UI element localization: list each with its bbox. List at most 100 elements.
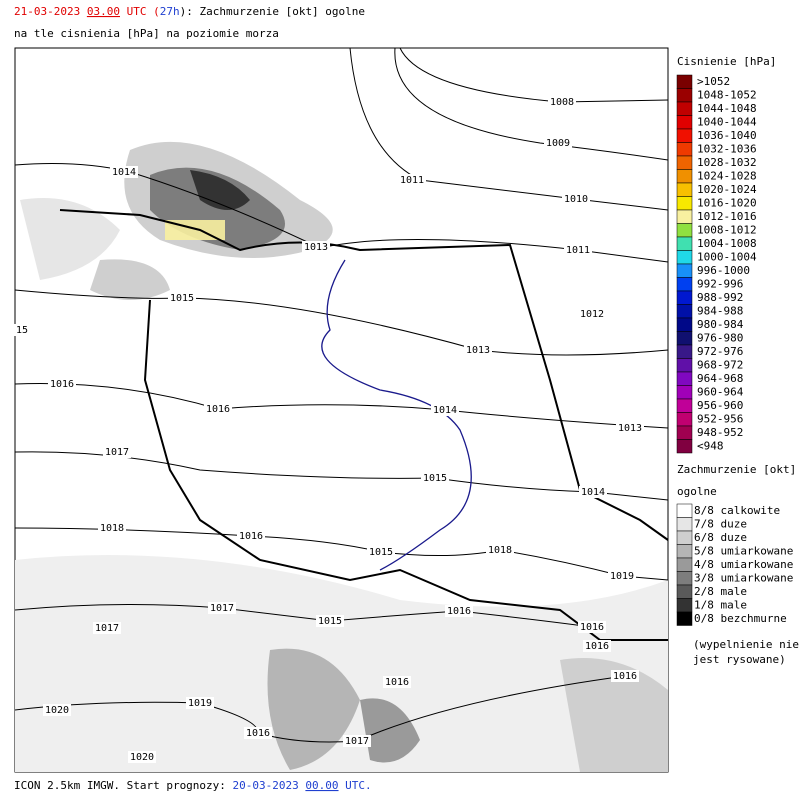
pressure-swatch: [676, 88, 693, 103]
isobar-label: 1017: [210, 603, 234, 614]
pressure-swatch: [676, 223, 693, 238]
pressure-swatch: [676, 412, 693, 427]
cloud-legend-label: 6/8 duze: [694, 531, 747, 544]
pressure-swatch: [676, 128, 693, 143]
pressure-swatch: [676, 317, 693, 332]
pressure-legend-label: >1052: [697, 75, 730, 88]
isobar-label-bg: [110, 166, 138, 178]
isobar-label-bg: [128, 751, 156, 763]
cloud-swatch: [676, 557, 693, 572]
isobar-label-bg: [98, 522, 126, 534]
isobar-label-bg: [464, 344, 492, 356]
pressure-swatch: [676, 236, 693, 251]
pressure-legend-label: 948-952: [697, 426, 743, 439]
pressure-legend-label: 988-992: [697, 291, 743, 304]
pressure-legend-label: 1044-1048: [697, 102, 757, 115]
pressure-legend-label: 1020-1024: [697, 183, 757, 196]
isobar-label: 1020: [45, 705, 69, 716]
isobar-label: 1013: [304, 242, 328, 253]
pressure-swatch: [676, 358, 693, 373]
isobar-label-bg: [383, 676, 411, 688]
isobar-label: 1017: [105, 447, 129, 458]
isobar-label-bg: [544, 137, 572, 149]
pressure-legend-label: 980-984: [697, 318, 744, 331]
cloud-swatch: [676, 544, 693, 559]
pressure-legend-label: 1016-1020: [697, 197, 757, 210]
isobar-label: 1008: [550, 97, 574, 108]
cloud-legend-label: 3/8 umiarkowane: [694, 572, 793, 585]
isobar-label-bg: [343, 735, 371, 747]
pressure-swatch: [676, 398, 693, 413]
isobar-label-bg: [564, 244, 592, 256]
cloud-swatch: [676, 584, 693, 599]
isobar-label: 1009: [546, 138, 570, 149]
isobar-label-bg: [548, 96, 576, 108]
isobar-label: 1013: [466, 345, 490, 356]
isobar-label: 1016: [585, 641, 609, 652]
pressure-legend-label: 1036-1040: [697, 129, 757, 142]
isobar-label: 1018: [100, 523, 124, 534]
isobar-label: 1014: [112, 167, 136, 178]
pressure-swatch: [676, 209, 693, 224]
isobar-label: 1016: [246, 728, 270, 739]
isobar-label-bg: [43, 704, 71, 716]
cloud-swatch: [676, 571, 693, 586]
isobar-label: 1019: [188, 698, 212, 709]
pressure-swatch: [676, 101, 693, 116]
cloud-legend-label: 1/8 male: [694, 599, 747, 612]
pressure-swatch: [676, 385, 693, 400]
isobar-label-bg: [367, 546, 395, 558]
cloud-swatch: [676, 598, 693, 613]
isobar-label: 1014: [433, 405, 457, 416]
isobar-label: 1015: [423, 473, 447, 484]
isobar-label: 1017: [95, 623, 119, 634]
isobar-label-bg: [93, 622, 121, 634]
cloud-legend-title: Zachmurzenie [okt]: [677, 463, 796, 476]
cloud-legend-title: ogolne: [677, 485, 717, 498]
isobar-label-bg: [208, 602, 236, 614]
cloud-swatch: [676, 530, 693, 545]
header: 21-03-2023 03.00 UTC (27h): Zachmurzenie…: [14, 5, 365, 40]
pressure-swatch: [676, 196, 693, 211]
isobar-label-bg: [431, 404, 459, 416]
pressure-legend-label: 968-972: [697, 359, 743, 372]
pressure-legend-title: Cisnienie [hPa]: [677, 55, 776, 68]
isobar-label-bg: [204, 403, 232, 415]
pressure-legend-label: <948: [697, 440, 724, 453]
cloud-swatch: [676, 611, 693, 626]
header-utc: UTC (: [120, 5, 160, 18]
isobar-label-bg: [562, 193, 590, 205]
isobar-label-bg: [302, 241, 330, 253]
pressure-legend-label: 1024-1028: [697, 170, 757, 183]
legend: Cisnienie [hPa] Zachmurzenie [okt] ogoln…: [676, 55, 799, 666]
pressure-swatch: [676, 169, 693, 184]
isobar-label-bg: [244, 727, 272, 739]
isobar-label-bg: [8, 324, 36, 336]
isobar-label-bg: [583, 640, 611, 652]
pressure-legend-label: 1012-1016: [697, 210, 757, 223]
header-time: 03.00: [87, 5, 120, 18]
pressure-swatch: [676, 290, 693, 305]
pressure-swatch: [676, 250, 693, 265]
isobar-label-bg: [486, 544, 514, 556]
isobar-label: 1016: [50, 379, 74, 390]
isobar-label-bg: [398, 174, 426, 186]
isobar-label: 1016: [385, 677, 409, 688]
isobar-label: 1015: [369, 547, 393, 558]
isobar-label: 1019: [610, 571, 634, 582]
isobar-label-bg: [48, 378, 76, 390]
header-line1: 21-03-2023 03.00 UTC (27h): Zachmurzenie…: [14, 5, 365, 18]
pressure-swatch: [676, 277, 693, 292]
pressure-swatch: [676, 115, 693, 130]
isobar-label-bg: [168, 292, 196, 304]
isobar-label: 1015: [318, 616, 342, 627]
pressure-swatch: [676, 304, 693, 319]
pressure-legend-label: 976-980: [697, 332, 743, 345]
pressure-legend-label: 960-964: [697, 386, 744, 399]
cloud-legend-label: 8/8 calkowite: [694, 504, 780, 517]
cloud-legend-label: 5/8 umiarkowane: [694, 545, 793, 558]
footer-utc: UTC.: [339, 779, 372, 792]
cloud-legend-label: 4/8 umiarkowane: [694, 558, 793, 571]
pressure-legend-label: 1040-1044: [697, 116, 757, 129]
pressure-swatch: [676, 439, 693, 454]
